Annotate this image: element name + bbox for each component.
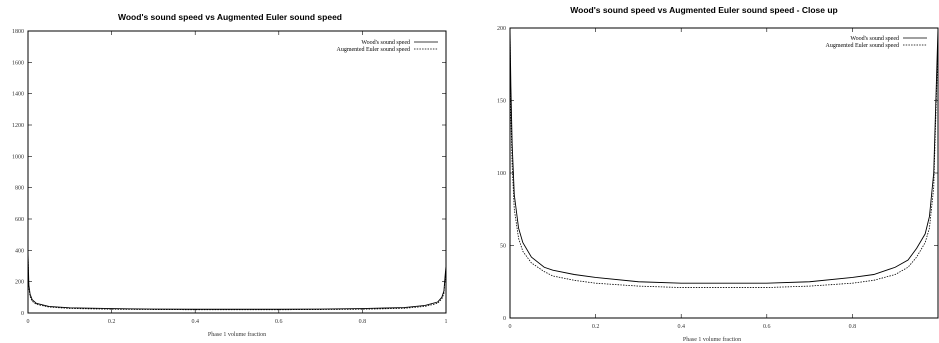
y-tick-label: 1400: [12, 92, 24, 98]
y-tick-label: 0: [21, 311, 24, 317]
y-tick-label: 800: [15, 186, 24, 192]
y-tick-label: 1800: [12, 29, 24, 35]
legend-label: Augmented Euler sound speed: [337, 47, 410, 53]
x-tick-label: 0.4: [191, 319, 199, 325]
y-tick-label: 1600: [12, 60, 24, 66]
y-tick-label: 150: [497, 99, 506, 105]
legend-label: Wood's sound speed: [850, 36, 899, 42]
y-tick-label: 0: [503, 316, 506, 322]
x-axis-label: Phase 1 volume fraction: [208, 331, 266, 338]
tick-labels: 0 50 100 150 200 0 0.2 0.4 0.6 0.8: [497, 26, 856, 330]
series-augmented-euler-line: [509, 27, 939, 288]
y-tick-label: 1000: [12, 154, 24, 160]
x-tick-label: 0: [509, 324, 512, 330]
legend-label: Wood's sound speed: [361, 40, 410, 46]
series-augmented-euler-line: [27, 253, 447, 311]
series-woods-line: [27, 251, 447, 310]
y-tick-label: 200: [497, 26, 506, 32]
x-tick-label: 0: [27, 319, 30, 325]
chart-left: Wood's sound speed vs Augmented Euler so…: [12, 12, 448, 338]
y-tick-label: 600: [15, 217, 24, 223]
chart-title: Wood's sound speed vs Augmented Euler so…: [570, 5, 837, 15]
series-woods-line: [509, 27, 939, 284]
x-tick-label: 0.4: [677, 324, 685, 330]
y-tick-label: 100: [497, 171, 506, 177]
x-tick-label: 0.8: [849, 324, 857, 330]
plot-frame: [27, 30, 447, 314]
x-tick-label: 0.6: [275, 319, 283, 325]
chart-title: Wood's sound speed vs Augmented Euler so…: [118, 12, 342, 22]
x-tick-label: 0.8: [359, 319, 367, 325]
x-tick-label: 0.2: [592, 324, 600, 330]
legend-label: Augmented Euler sound speed: [826, 43, 899, 49]
y-tick-label: 50: [500, 244, 506, 250]
x-tick-label: 0.2: [108, 319, 116, 325]
x-tick-label: 0.6: [763, 324, 771, 330]
x-axis-label: Phase 1 volume fraction: [683, 336, 741, 343]
chart-right: Wood's sound speed vs Augmented Euler so…: [497, 5, 939, 343]
x-tick-label: 1: [445, 319, 448, 325]
y-tick-label: 400: [15, 248, 24, 254]
series-group: [27, 251, 447, 311]
series-group: [509, 27, 939, 288]
y-tick-marks: [27, 30, 447, 314]
y-tick-label: 200: [15, 280, 24, 286]
tick-labels: 0 200 400 600 800 1000 1200 1400 1600 1800 0 0.2 0.4…: [12, 29, 448, 325]
y-tick-label: 1200: [12, 123, 24, 129]
